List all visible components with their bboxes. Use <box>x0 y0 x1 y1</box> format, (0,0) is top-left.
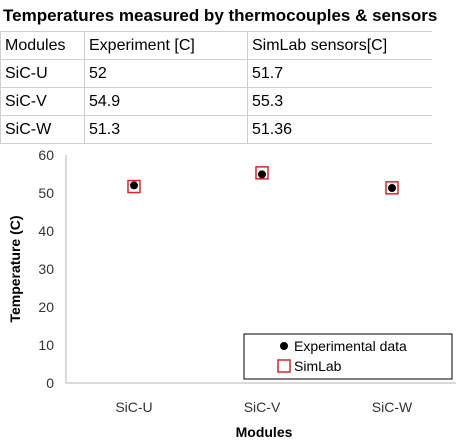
table-cell: SiC-W <box>0 115 85 144</box>
legend-label-simlab: SimLab <box>294 358 342 374</box>
table-cell: SiC-U <box>0 59 85 88</box>
x-axis-label: Modules <box>236 424 293 440</box>
experimental-marker <box>258 170 266 179</box>
table-title: Temperatures measured by thermocouples &… <box>3 6 438 25</box>
column-header: SimLab sensors[C] <box>247 31 432 60</box>
column-header: Experiment [C] <box>84 31 248 60</box>
table-cell: SiC-V <box>0 87 85 116</box>
column-header: Modules <box>0 31 85 60</box>
table-row: SiC-V 54.9 55.3 <box>0 87 432 116</box>
plot-area <box>65 155 456 384</box>
x-tick-labels: SiC-U SiC-V SiC-W <box>115 399 413 415</box>
table-cell: 52 <box>84 59 248 88</box>
y-tick-label: 60 <box>38 147 54 163</box>
y-tick-label: 10 <box>38 337 54 353</box>
y-tick-label: 0 <box>46 375 54 391</box>
x-tick-label: SiC-U <box>115 399 152 415</box>
simlab-marker <box>127 179 141 194</box>
simlab-marker <box>385 181 399 195</box>
table-cell: 51.36 <box>247 115 432 144</box>
table-row: SiC-W 51.3 51.36 <box>0 115 432 144</box>
y-tick-label: 50 <box>38 185 54 201</box>
table-row: SiC-U 52 51.7 <box>0 59 432 88</box>
x-tick-label: SiC-V <box>244 399 281 415</box>
table-cell: 54.9 <box>84 87 248 116</box>
table-cell: 51.3 <box>84 115 248 144</box>
y-tick-label: 20 <box>38 299 54 315</box>
table-cell: 55.3 <box>247 87 432 116</box>
legend-label-experimental: Experimental data <box>294 338 407 354</box>
temperature-table: Modules Experiment [C] SimLab sensors[C]… <box>0 31 432 144</box>
data-markers <box>127 166 399 195</box>
y-axis-label: Temperature (C) <box>7 215 23 322</box>
experimental-marker <box>130 181 138 190</box>
experimental-marker <box>388 184 396 193</box>
temperature-chart: 0 10 20 30 40 50 60 SiC-U SiC-V SiC-W Temperatur… <box>7 147 456 440</box>
y-tick-label: 40 <box>38 223 54 239</box>
legend-marker-simlab <box>277 359 291 373</box>
y-tick-labels: 0 10 20 30 40 50 60 <box>38 147 54 391</box>
legend: Experimental data SimLab <box>243 333 453 380</box>
simlab-marker <box>255 166 269 180</box>
table-cell: 51.7 <box>247 59 432 88</box>
y-tick-label: 30 <box>38 261 54 277</box>
legend-marker-experimental <box>280 342 288 350</box>
table-header-row: Modules Experiment [C] SimLab sensors[C] <box>0 31 432 60</box>
x-tick-label: SiC-W <box>372 399 413 415</box>
